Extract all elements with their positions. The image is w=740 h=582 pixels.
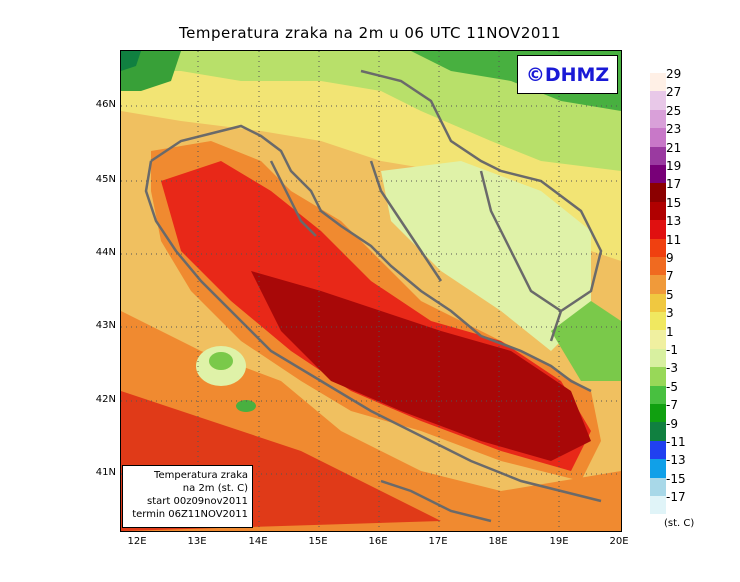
lon-label: 16E xyxy=(368,536,388,547)
legend-label: 7 xyxy=(666,269,674,284)
legend-swatch xyxy=(650,495,666,515)
legend-unit: (st. C) xyxy=(664,518,695,529)
legend-label: 15 xyxy=(666,195,682,210)
legend-swatch xyxy=(650,422,666,441)
legend-label: -13 xyxy=(666,453,686,468)
legend-swatch xyxy=(650,220,666,239)
legend-label: 1 xyxy=(666,324,674,339)
legend-swatch xyxy=(650,164,666,184)
legend-label: 19 xyxy=(666,159,682,173)
legend-swatch xyxy=(650,183,666,202)
legend-label: -15 xyxy=(666,471,686,486)
legend-label: 13 xyxy=(666,214,682,229)
info-line: Temperatura zraka xyxy=(154,470,248,481)
lon-label: 12E xyxy=(127,536,147,547)
lon-label: 13E xyxy=(187,536,207,547)
legend-swatch xyxy=(650,348,666,368)
legend-label: -11 xyxy=(666,435,686,449)
lat-label: 41N xyxy=(95,467,116,478)
lon-label: 19E xyxy=(549,536,569,547)
legend-swatch xyxy=(650,477,666,496)
info-line: termin 06Z11NOV2011 xyxy=(132,509,248,520)
legend-swatch xyxy=(650,256,666,276)
lat-label: 43N xyxy=(95,320,116,331)
legend-swatch xyxy=(650,109,666,129)
legend-label: 11 xyxy=(666,232,682,247)
legend-label: -3 xyxy=(666,361,678,376)
lat-label: 45N xyxy=(95,174,116,185)
legend-swatch xyxy=(650,293,666,313)
lon-label: 17E xyxy=(428,536,448,547)
legend-swatch xyxy=(650,275,666,294)
info-line: na 2m (st. C) xyxy=(182,483,248,494)
lon-label: 20E xyxy=(609,536,629,547)
legend-label: -1 xyxy=(666,343,678,357)
legend-swatch xyxy=(650,385,666,405)
legend-label: 25 xyxy=(666,103,682,118)
dhmz-logo: ©DHMZ xyxy=(517,55,618,94)
lat-label: 44N xyxy=(95,247,116,258)
map-title: Temperatura zraka na 2m u 06 UTC 11NOV20… xyxy=(178,24,561,42)
legend-swatch xyxy=(650,459,666,478)
legend-label: 5 xyxy=(666,287,674,302)
legend-swatch xyxy=(650,201,666,221)
legend-label: 29 xyxy=(666,67,682,81)
legend-label: -5 xyxy=(666,379,678,394)
color-legend xyxy=(650,73,670,515)
legend-swatch xyxy=(650,312,666,331)
legend-swatch xyxy=(650,440,666,460)
lon-label: 15E xyxy=(308,536,328,547)
legend-label: -17 xyxy=(666,490,686,505)
legend-swatch xyxy=(650,73,666,92)
legend-label: 23 xyxy=(666,122,682,137)
legend-swatch xyxy=(650,367,666,386)
coastlines xyxy=(144,69,603,523)
legend-label: 17 xyxy=(666,177,682,192)
temperature-field xyxy=(121,51,621,531)
legend-swatch xyxy=(650,146,666,165)
legend-label: 9 xyxy=(666,251,674,265)
legend-label: -7 xyxy=(666,398,678,413)
info-box: Temperatura zraka na 2m (st. C) start 00… xyxy=(122,465,253,528)
legend-swatch xyxy=(650,91,666,110)
legend-label: -9 xyxy=(666,416,678,431)
lon-label: 14E xyxy=(248,536,268,547)
info-line: start 00z09nov2011 xyxy=(147,496,248,507)
legend-swatch xyxy=(650,238,666,257)
legend-swatch xyxy=(650,404,666,423)
lon-label: 18E xyxy=(488,536,508,547)
lat-label: 42N xyxy=(95,394,116,405)
legend-label: 27 xyxy=(666,85,682,100)
legend-label: 3 xyxy=(666,306,674,321)
legend-label: 21 xyxy=(666,140,682,155)
lat-label: 46N xyxy=(95,99,116,110)
legend-swatch xyxy=(650,128,666,147)
temperature-map xyxy=(120,50,622,532)
legend-swatch xyxy=(650,330,666,349)
graticule xyxy=(121,51,621,531)
